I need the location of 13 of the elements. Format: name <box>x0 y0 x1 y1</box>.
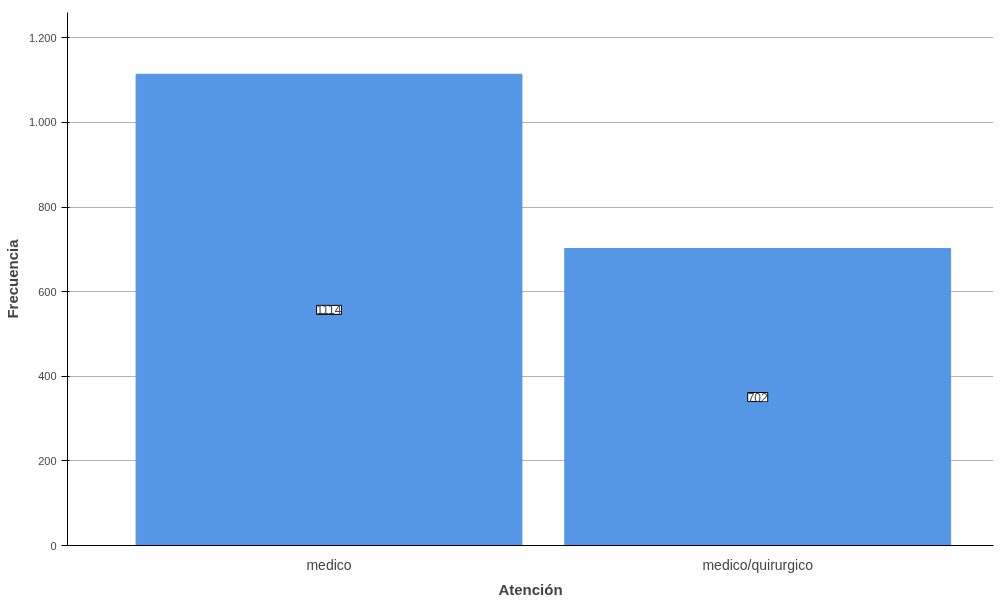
y-tick-label: 0 <box>50 539 57 552</box>
x-tick-label: medico <box>306 556 352 573</box>
y-tick-label: 1.000 <box>28 116 57 129</box>
data-label: 702 <box>747 390 769 405</box>
data-label: 1114 <box>316 303 342 318</box>
y-tick-label: 1.200 <box>28 31 57 44</box>
y-axis-title: Frecuencia <box>3 238 21 319</box>
y-tick-label: 800 <box>38 201 57 214</box>
y-tick-label: 600 <box>38 285 57 298</box>
x-axis-title: Atención <box>498 580 563 598</box>
x-tick-label: medico/quirurgico <box>702 556 814 573</box>
y-tick-label: 200 <box>38 454 57 467</box>
y-tick-label: 400 <box>38 370 57 383</box>
